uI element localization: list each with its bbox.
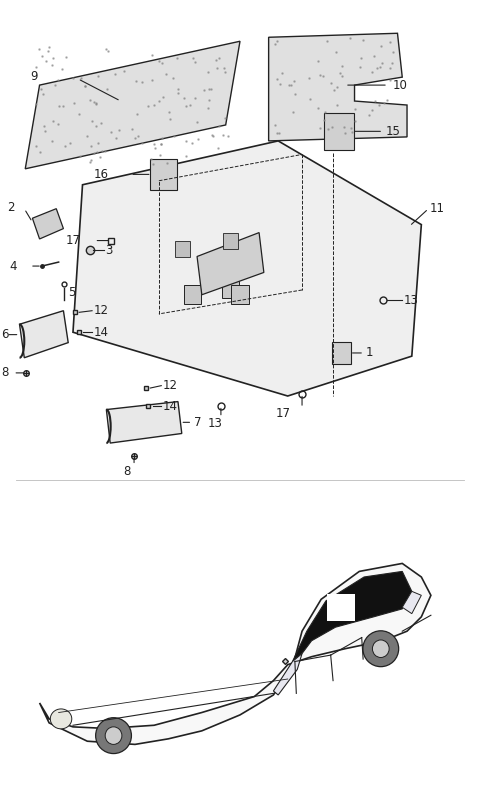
Text: 10: 10 bbox=[393, 78, 408, 91]
Text: 12: 12 bbox=[94, 304, 108, 318]
Bar bbox=[175, 241, 191, 257]
Text: 7: 7 bbox=[194, 416, 201, 429]
Polygon shape bbox=[402, 591, 421, 614]
Text: 3: 3 bbox=[106, 244, 113, 257]
Bar bbox=[231, 286, 249, 304]
Polygon shape bbox=[197, 233, 264, 294]
Polygon shape bbox=[73, 141, 421, 396]
Text: 8: 8 bbox=[123, 466, 131, 478]
Text: 13: 13 bbox=[404, 294, 419, 307]
FancyBboxPatch shape bbox=[327, 594, 356, 621]
Ellipse shape bbox=[105, 727, 122, 744]
Text: 13: 13 bbox=[208, 418, 223, 430]
Text: 6: 6 bbox=[1, 328, 9, 341]
Text: 17: 17 bbox=[66, 234, 81, 247]
Text: 14: 14 bbox=[94, 326, 108, 338]
Text: 17: 17 bbox=[276, 407, 291, 420]
Text: 16: 16 bbox=[94, 168, 108, 181]
Text: 12: 12 bbox=[163, 379, 178, 392]
Bar bbox=[223, 233, 238, 249]
Polygon shape bbox=[269, 34, 407, 141]
Text: 14: 14 bbox=[163, 400, 178, 413]
Text: 5: 5 bbox=[68, 286, 75, 299]
Polygon shape bbox=[25, 42, 240, 169]
Text: 11: 11 bbox=[430, 202, 445, 215]
Polygon shape bbox=[33, 209, 63, 239]
FancyBboxPatch shape bbox=[332, 342, 351, 364]
Text: 1: 1 bbox=[365, 346, 373, 359]
Ellipse shape bbox=[372, 640, 389, 658]
Ellipse shape bbox=[50, 709, 72, 729]
FancyBboxPatch shape bbox=[150, 159, 177, 190]
Text: 2: 2 bbox=[7, 201, 14, 214]
Polygon shape bbox=[274, 654, 302, 695]
Ellipse shape bbox=[363, 630, 399, 666]
Ellipse shape bbox=[96, 718, 132, 754]
Text: 8: 8 bbox=[1, 366, 9, 379]
Polygon shape bbox=[107, 402, 182, 443]
FancyBboxPatch shape bbox=[324, 113, 354, 150]
Polygon shape bbox=[39, 563, 431, 744]
Text: 4: 4 bbox=[10, 259, 17, 273]
Bar bbox=[184, 286, 201, 304]
Text: 9: 9 bbox=[30, 70, 37, 83]
Polygon shape bbox=[20, 310, 68, 358]
Polygon shape bbox=[292, 571, 412, 662]
Bar bbox=[222, 279, 239, 298]
Text: 15: 15 bbox=[385, 125, 400, 138]
